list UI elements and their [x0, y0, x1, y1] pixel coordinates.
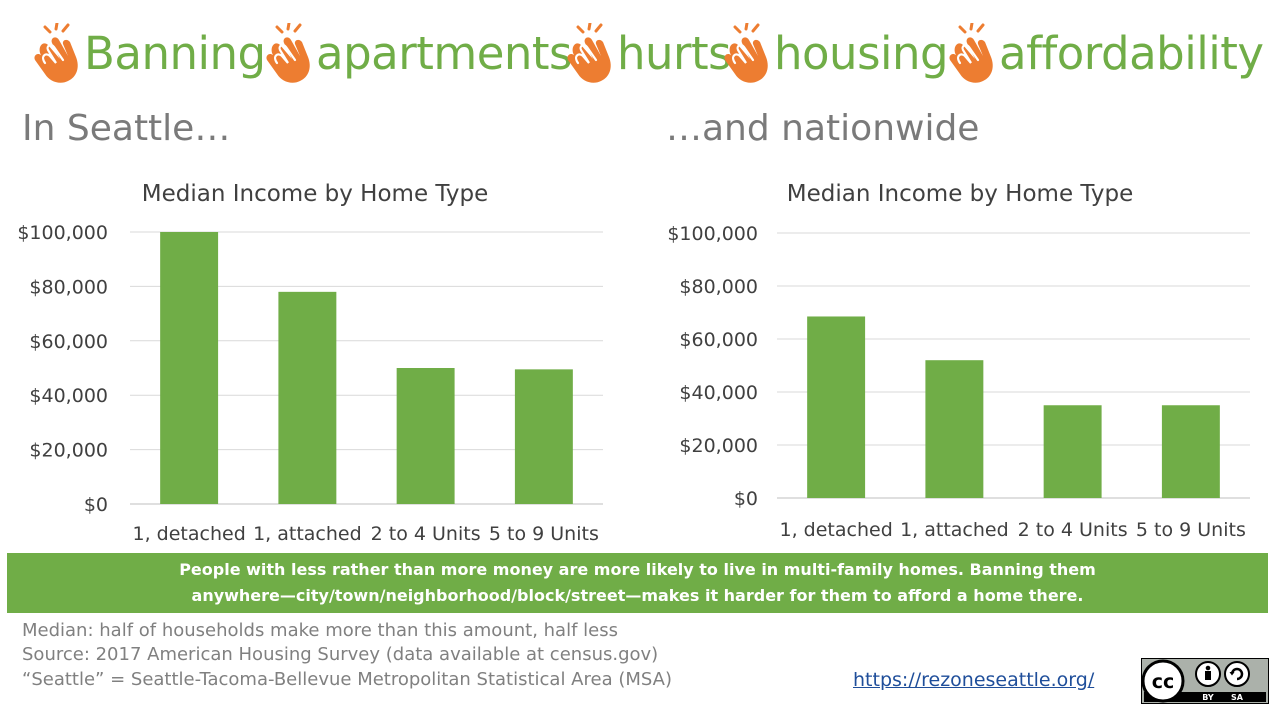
bar [1161, 405, 1220, 498]
title-word: affordability [999, 27, 1264, 80]
title-segment: apartments [262, 14, 573, 94]
y-tick-label: $100,000 [667, 223, 758, 245]
nationwide-chart-svg: Median Income by Home Type $0 $20,000 $40,0… [667, 181, 1250, 541]
y-tick-label: $0 [84, 494, 108, 516]
clapping-hands-icon [947, 23, 995, 85]
y-tick-label: $40,000 [679, 382, 758, 404]
x-tick-label: 5 to 9 Units [1136, 519, 1246, 541]
title-row: Banning apartments hurts housing afforda… [30, 14, 1270, 94]
y-tick-label: $40,000 [29, 385, 108, 407]
left-subtitle: In Seattle… [22, 108, 231, 149]
svg-text:cc: cc [1152, 671, 1175, 693]
x-tick-label: 5 to 9 Units [489, 523, 599, 545]
y-tick-label: $100,000 [17, 222, 108, 244]
clapping-hands-icon [32, 23, 80, 85]
title-word: hurts [617, 27, 732, 80]
clapping-hands-icon [264, 23, 312, 85]
y-tick-label: $80,000 [679, 276, 758, 298]
y-tick-label: $60,000 [29, 331, 108, 353]
x-tick-label: 1, detached [133, 523, 246, 545]
bar [1043, 405, 1102, 498]
seattle-chart: Median Income by Home Type $0 $20,000 $40,0… [0, 160, 640, 550]
x-tick-label: 1, attached [900, 519, 1009, 541]
bar [807, 316, 866, 498]
creative-commons-by-sa-icon: cc BY SA [1141, 658, 1269, 704]
x-tick-label: 2 to 4 Units [1018, 519, 1128, 541]
chart-title: Median Income by Home Type [787, 181, 1134, 207]
right-subtitle: …and nationwide [666, 108, 980, 149]
seattle-chart-svg: Median Income by Home Type $0 $20,000 $40,0… [17, 181, 603, 545]
y-tick-label: $80,000 [29, 276, 108, 298]
bar [925, 360, 984, 498]
x-tick-label: 2 to 4 Units [371, 523, 481, 545]
note-median: Median: half of households make more tha… [22, 620, 618, 641]
x-tick-label: 1, attached [253, 523, 362, 545]
note-source: Source: 2017 American Housing Survey (da… [22, 644, 659, 665]
title-word: apartments [316, 27, 573, 80]
chart-title: Median Income by Home Type [142, 181, 489, 207]
message-banner: People with less rather than more money … [7, 553, 1268, 613]
banner-text: People with less rather than more money … [179, 560, 1096, 605]
note-msa: “Seattle” = Seattle-Tacoma-Bellevue Metr… [22, 669, 672, 690]
title-segment: hurts [563, 14, 732, 94]
title-word: housing [774, 27, 949, 80]
x-tick-label: 1, detached [780, 519, 893, 541]
nationwide-chart: Median Income by Home Type $0 $20,000 $40,0… [640, 160, 1280, 550]
bar [396, 368, 455, 504]
bar [514, 369, 573, 504]
rezone-seattle-link[interactable]: https://rezoneseattle.org/ [853, 669, 1095, 691]
clapping-hands-icon [565, 23, 613, 85]
y-tick-label: $0 [734, 488, 758, 510]
bar [278, 291, 337, 504]
title-segment: affordability [945, 14, 1264, 94]
title-word: Banning [84, 27, 266, 80]
clapping-hands-icon [722, 23, 770, 85]
bar [160, 232, 219, 504]
y-tick-label: $20,000 [29, 440, 108, 462]
y-tick-label: $20,000 [679, 435, 758, 457]
cc-by-label: BY [1202, 693, 1214, 702]
title-segment: housing [720, 14, 949, 94]
y-tick-label: $60,000 [679, 329, 758, 351]
cc-sa-label: SA [1231, 693, 1244, 702]
title-segment: Banning [30, 14, 266, 94]
